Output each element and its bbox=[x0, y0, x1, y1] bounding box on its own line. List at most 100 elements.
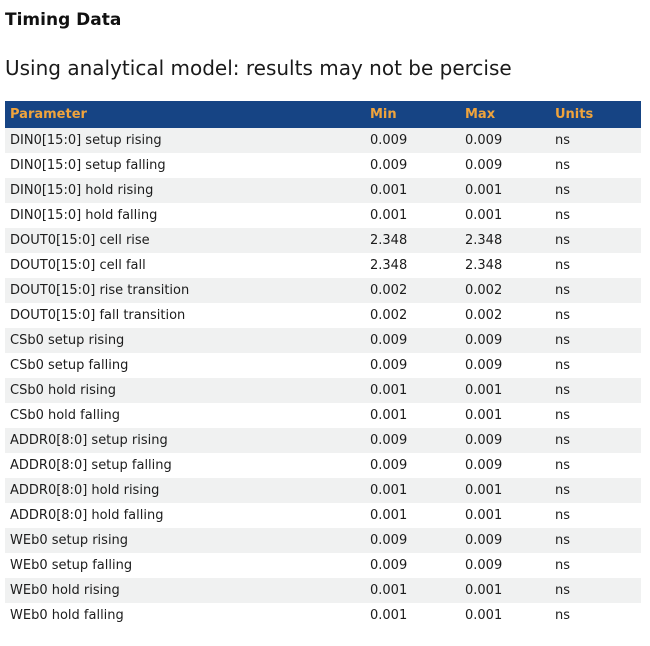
table-row: DIN0[15:0] hold rising 0.001 0.001 ns bbox=[5, 178, 641, 203]
cell-max: 0.009 bbox=[465, 558, 503, 573]
table-row: DOUT0[15:0] cell rise 2.348 2.348 ns bbox=[5, 228, 641, 253]
cell-units: ns bbox=[555, 133, 571, 148]
table-row: DOUT0[15:0] cell fall 2.348 2.348 ns bbox=[5, 253, 641, 278]
cell-max: 0.002 bbox=[465, 283, 503, 298]
table-header: Parameter Min Max Units bbox=[5, 101, 641, 128]
timing-data-table: Parameter Min Max Units DIN0[15:0] setup… bbox=[5, 101, 641, 628]
cell-min: 0.009 bbox=[370, 333, 408, 348]
cell-max: 0.009 bbox=[465, 458, 503, 473]
cell-min: 0.001 bbox=[370, 408, 408, 423]
column-header-units: Units bbox=[550, 101, 641, 128]
cell-units: ns bbox=[555, 258, 571, 273]
table-row: DIN0[15:0] setup falling 0.009 0.009 ns bbox=[5, 153, 641, 178]
cell-min: 0.009 bbox=[370, 158, 408, 173]
table-row: WEb0 setup rising 0.009 0.009 ns bbox=[5, 528, 641, 553]
cell-units: ns bbox=[555, 333, 571, 348]
cell-parameter: WEb0 setup falling bbox=[10, 558, 133, 573]
cell-min: 0.001 bbox=[370, 383, 408, 398]
cell-min: 0.009 bbox=[370, 133, 408, 148]
cell-parameter: DOUT0[15:0] cell rise bbox=[10, 233, 150, 248]
cell-units: ns bbox=[555, 208, 571, 223]
column-header-max: Max bbox=[460, 101, 550, 128]
table-body: DIN0[15:0] setup rising 0.009 0.009 ns DIN0[… bbox=[5, 128, 641, 628]
cell-units: ns bbox=[555, 583, 571, 598]
cell-parameter: WEb0 setup rising bbox=[10, 533, 129, 548]
cell-max: 0.009 bbox=[465, 158, 503, 173]
cell-max: 0.001 bbox=[465, 408, 503, 423]
cell-max: 0.009 bbox=[465, 133, 503, 148]
table-row: CSb0 setup rising 0.009 0.009 ns bbox=[5, 328, 641, 353]
cell-max: 0.009 bbox=[465, 533, 503, 548]
cell-max: 0.001 bbox=[465, 208, 503, 223]
cell-parameter: ADDR0[8:0] setup falling bbox=[10, 458, 172, 473]
cell-max: 0.009 bbox=[465, 433, 503, 448]
cell-parameter: ADDR0[8:0] setup rising bbox=[10, 433, 168, 448]
cell-max: 2.348 bbox=[465, 258, 503, 273]
column-header-parameter: Parameter bbox=[5, 101, 365, 128]
cell-parameter: CSb0 setup falling bbox=[10, 358, 129, 373]
cell-min: 0.002 bbox=[370, 283, 408, 298]
cell-parameter: DIN0[15:0] hold falling bbox=[10, 208, 158, 223]
cell-min: 2.348 bbox=[370, 233, 408, 248]
cell-parameter: DIN0[15:0] hold rising bbox=[10, 183, 154, 198]
cell-parameter: CSb0 hold rising bbox=[10, 383, 117, 398]
table-row: CSb0 hold falling 0.001 0.001 ns bbox=[5, 403, 641, 428]
cell-units: ns bbox=[555, 233, 571, 248]
cell-min: 2.348 bbox=[370, 258, 408, 273]
cell-max: 0.001 bbox=[465, 583, 503, 598]
cell-min: 0.009 bbox=[370, 533, 408, 548]
cell-units: ns bbox=[555, 608, 571, 623]
cell-parameter: DOUT0[15:0] rise transition bbox=[10, 283, 190, 298]
cell-parameter: DIN0[15:0] setup falling bbox=[10, 158, 166, 173]
cell-parameter: ADDR0[8:0] hold falling bbox=[10, 508, 164, 523]
column-header-min: Min bbox=[365, 101, 460, 128]
cell-units: ns bbox=[555, 433, 571, 448]
cell-parameter: WEb0 hold falling bbox=[10, 608, 124, 623]
cell-units: ns bbox=[555, 358, 571, 373]
cell-max: 0.001 bbox=[465, 483, 503, 498]
table-row: DOUT0[15:0] rise transition 0.002 0.002 ns bbox=[5, 278, 641, 303]
table-row: ADDR0[8:0] setup falling 0.009 0.009 ns bbox=[5, 453, 641, 478]
cell-units: ns bbox=[555, 533, 571, 548]
cell-min: 0.001 bbox=[370, 583, 408, 598]
analytical-model-notice: Using analytical model: results may not … bbox=[5, 56, 512, 80]
table-row: DIN0[15:0] setup rising 0.009 0.009 ns bbox=[5, 128, 641, 153]
cell-min: 0.009 bbox=[370, 558, 408, 573]
table-row: WEb0 setup falling 0.009 0.009 ns bbox=[5, 553, 641, 578]
cell-units: ns bbox=[555, 558, 571, 573]
cell-units: ns bbox=[555, 508, 571, 523]
cell-units: ns bbox=[555, 283, 571, 298]
cell-units: ns bbox=[555, 458, 571, 473]
page-title: Timing Data bbox=[5, 10, 122, 30]
cell-max: 0.001 bbox=[465, 508, 503, 523]
cell-max: 0.001 bbox=[465, 183, 503, 198]
table-row: DIN0[15:0] hold falling 0.001 0.001 ns bbox=[5, 203, 641, 228]
cell-units: ns bbox=[555, 308, 571, 323]
cell-units: ns bbox=[555, 408, 571, 423]
cell-units: ns bbox=[555, 383, 571, 398]
cell-min: 0.001 bbox=[370, 608, 408, 623]
cell-parameter: WEb0 hold rising bbox=[10, 583, 120, 598]
cell-parameter: CSb0 hold falling bbox=[10, 408, 121, 423]
cell-parameter: CSb0 setup rising bbox=[10, 333, 125, 348]
cell-min: 0.009 bbox=[370, 458, 408, 473]
cell-max: 0.002 bbox=[465, 308, 503, 323]
cell-max: 2.348 bbox=[465, 233, 503, 248]
cell-parameter: DIN0[15:0] setup rising bbox=[10, 133, 162, 148]
cell-min: 0.001 bbox=[370, 208, 408, 223]
cell-min: 0.009 bbox=[370, 433, 408, 448]
cell-min: 0.001 bbox=[370, 483, 408, 498]
cell-parameter: DOUT0[15:0] fall transition bbox=[10, 308, 186, 323]
cell-min: 0.009 bbox=[370, 358, 408, 373]
cell-units: ns bbox=[555, 483, 571, 498]
cell-parameter: ADDR0[8:0] hold rising bbox=[10, 483, 160, 498]
table-row: WEb0 hold rising 0.001 0.001 ns bbox=[5, 578, 641, 603]
table-row: ADDR0[8:0] hold falling 0.001 0.001 ns bbox=[5, 503, 641, 528]
table-row: DOUT0[15:0] fall transition 0.002 0.002 ns bbox=[5, 303, 641, 328]
cell-units: ns bbox=[555, 183, 571, 198]
cell-max: 0.009 bbox=[465, 333, 503, 348]
cell-min: 0.001 bbox=[370, 183, 408, 198]
table-row: ADDR0[8:0] setup rising 0.009 0.009 ns bbox=[5, 428, 641, 453]
table-header-row: Parameter Min Max Units bbox=[5, 101, 641, 128]
